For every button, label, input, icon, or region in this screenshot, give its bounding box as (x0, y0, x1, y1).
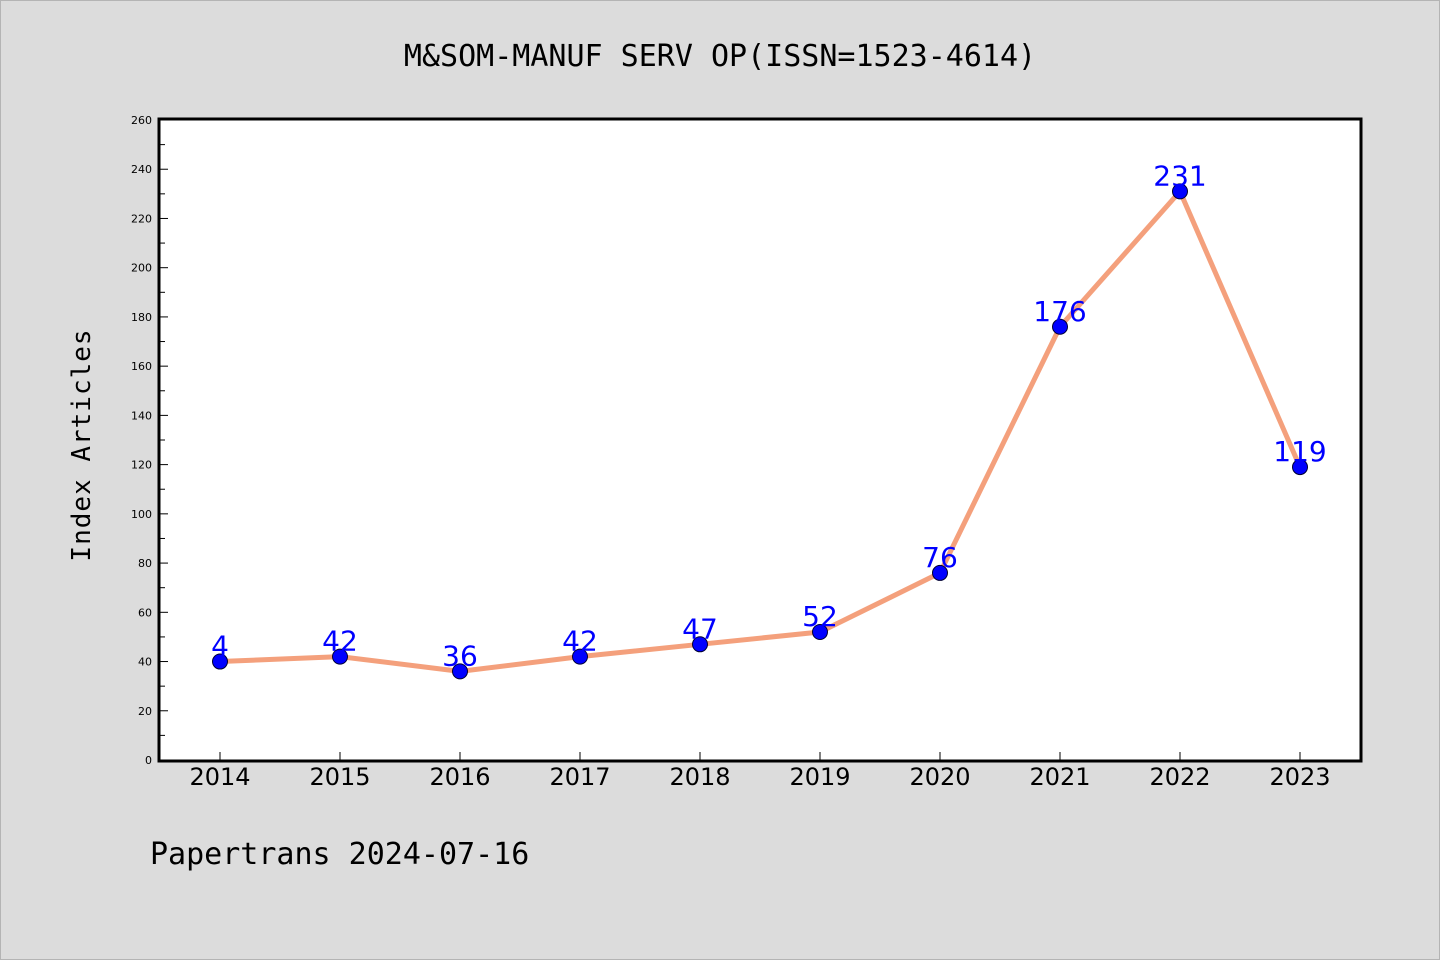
y-tick-label: 0 (145, 754, 152, 767)
y-tick-label: 40 (138, 656, 152, 669)
x-tick-label: 2021 (1029, 763, 1090, 791)
y-tick-label: 220 (131, 212, 152, 225)
data-point (212, 653, 228, 670)
data-markers (212, 183, 1308, 680)
x-tick-label: 2018 (669, 763, 730, 791)
data-point (332, 648, 348, 665)
y-tick-label: 100 (131, 508, 152, 521)
x-tick-label: 2017 (549, 763, 610, 791)
y-tick-label: 200 (131, 262, 152, 275)
data-label: 76 (922, 541, 958, 574)
y-tick-label: 160 (131, 360, 152, 373)
data-point (692, 636, 708, 653)
x-tick-label: 2014 (189, 763, 250, 791)
x-tick-label: 2023 (1269, 763, 1330, 791)
x-tick-label: 2020 (909, 763, 970, 791)
data-label: 176 (1033, 295, 1086, 328)
data-label: 231 (1153, 159, 1206, 192)
y-tick-label: 140 (131, 409, 152, 422)
data-label: 119 (1273, 435, 1326, 468)
x-tick-label: 2019 (789, 763, 850, 791)
data-point (1052, 318, 1068, 335)
footer-text: Papertrans 2024-07-16 (150, 837, 529, 872)
y-tick-label: 180 (131, 311, 152, 324)
data-label: 42 (562, 625, 598, 658)
data-label: 4 (211, 630, 229, 663)
y-tick-label: 260 (131, 114, 152, 127)
x-tick-label: 2016 (429, 763, 490, 791)
y-tick-label: 80 (138, 557, 152, 570)
data-point (812, 624, 828, 640)
data-point (932, 564, 948, 581)
data-label: 52 (802, 600, 838, 633)
y-tick-label: 240 (131, 163, 152, 176)
data-series (217, 188, 1303, 674)
data-point (572, 648, 588, 665)
y-axis-label: Index Articles (67, 328, 97, 561)
y-tick-label: 60 (138, 606, 152, 619)
x-axis: 2014 2015 2016 2017 2018 2019 2020 2021 2022 2023 (189, 752, 1331, 791)
plot-area (157, 117, 1363, 763)
data-label: 42 (322, 625, 358, 658)
data-label: 47 (682, 612, 718, 645)
data-label: 36 (442, 639, 478, 672)
x-tick-label: 2022 (1149, 763, 1210, 791)
series-line (217, 188, 1303, 674)
data-labels: 4 42 36 42 47 52 76 176 231 119 (211, 159, 1327, 672)
x-tick-label: 2015 (309, 763, 370, 791)
data-point (452, 663, 468, 680)
y-axis: 0 20 40 60 80 100 120 140 160 180 200 220 240 260 (131, 114, 168, 767)
y-tick-label: 20 (138, 705, 152, 718)
chart-title: M&SOM-MANUF SERV OP(ISSN=1523-4614) (404, 39, 1036, 74)
data-point (1292, 459, 1308, 476)
data-point (1172, 183, 1188, 200)
y-tick-label: 120 (131, 459, 152, 472)
